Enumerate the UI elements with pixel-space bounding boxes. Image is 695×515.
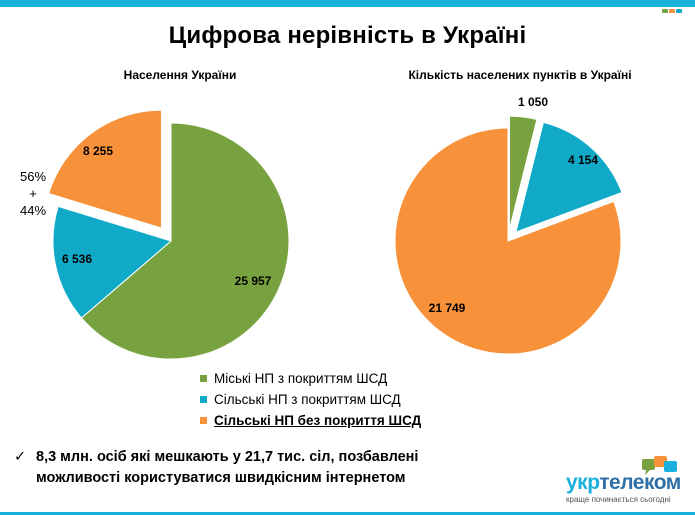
speech-bubbles-icon: [642, 456, 677, 475]
key-finding-line-1: 8,3 млн. осіб які мешкають у 21,7 тис. с…: [36, 449, 419, 465]
share-annotation-plus: +: [29, 186, 37, 201]
corner-mark-green: [662, 9, 668, 13]
settlements-data-label-2: 4 154: [568, 153, 598, 167]
legend: Міські НП з покриттям ШСД Сільські НП з …: [200, 368, 421, 431]
legend-label: Сільські НП без покриття ШСД: [214, 413, 422, 428]
logo-wordmark: укртелеком: [566, 471, 681, 495]
settlements-data-label-1: 1 050: [518, 95, 548, 109]
settlements-data-label-3: 21 749: [429, 301, 466, 315]
share-annotation-top: 56%: [20, 169, 47, 184]
legend-label: Міські НП з покриттям ШСД: [214, 371, 388, 386]
bottom-accent-bar: [0, 512, 695, 515]
checkmark-icon: ✓: [14, 449, 27, 465]
population-data-label-2: 6 536: [62, 252, 92, 266]
settlements-slice-3: [394, 127, 622, 355]
population-slice-3: [48, 109, 162, 229]
ukrtelecom-logo: укртелеком краще починається сьогодні: [548, 453, 688, 513]
legend-item-rural-covered: Сільські НП з покриттям ШСД: [200, 389, 421, 410]
logo-word-part-1: укр: [566, 471, 600, 494]
population-data-label-3: 8 255: [83, 144, 113, 158]
legend-item-urban-covered: Міські НП з покриттям ШСД: [200, 368, 421, 389]
population-slice-1: [80, 122, 290, 360]
chart-1-title: Населення України: [123, 68, 237, 82]
population-data-label-1: 25 957: [235, 274, 272, 288]
legend-item-rural-uncovered: Сільські НП без покриття ШСД: [200, 410, 421, 431]
top-accent-bar: [0, 0, 695, 7]
key-finding-text: 8,3 млн. осіб які мешкають у 21,7 тис. с…: [36, 447, 476, 489]
corner-mark-orange: [669, 9, 675, 13]
logo-tagline: краще починається сьогодні: [566, 495, 671, 504]
legend-label: Сільські НП з покриттям ШСД: [214, 392, 401, 407]
slide-title: Цифрова нерівність в Україні: [168, 22, 527, 49]
share-annotation-bottom: 44%: [20, 203, 47, 218]
settlements-slice-1: [508, 115, 538, 230]
key-finding-line-2: можливості користуватися швидкісним інте…: [36, 470, 406, 486]
chart-2-title: Кількість населених пунктів в Україні: [408, 68, 632, 82]
settlements-slice-2: [515, 121, 623, 233]
share-annotation: 56% + 44%: [20, 168, 46, 219]
population-slice-2: [52, 205, 173, 319]
logo-word-part-2: телеком: [599, 471, 681, 494]
legend-swatch-teal: [200, 396, 207, 403]
corner-mark-teal: [676, 9, 682, 13]
corner-logo-mark: [661, 0, 691, 13]
legend-swatch-green: [200, 375, 207, 382]
legend-swatch-orange: [200, 417, 207, 424]
